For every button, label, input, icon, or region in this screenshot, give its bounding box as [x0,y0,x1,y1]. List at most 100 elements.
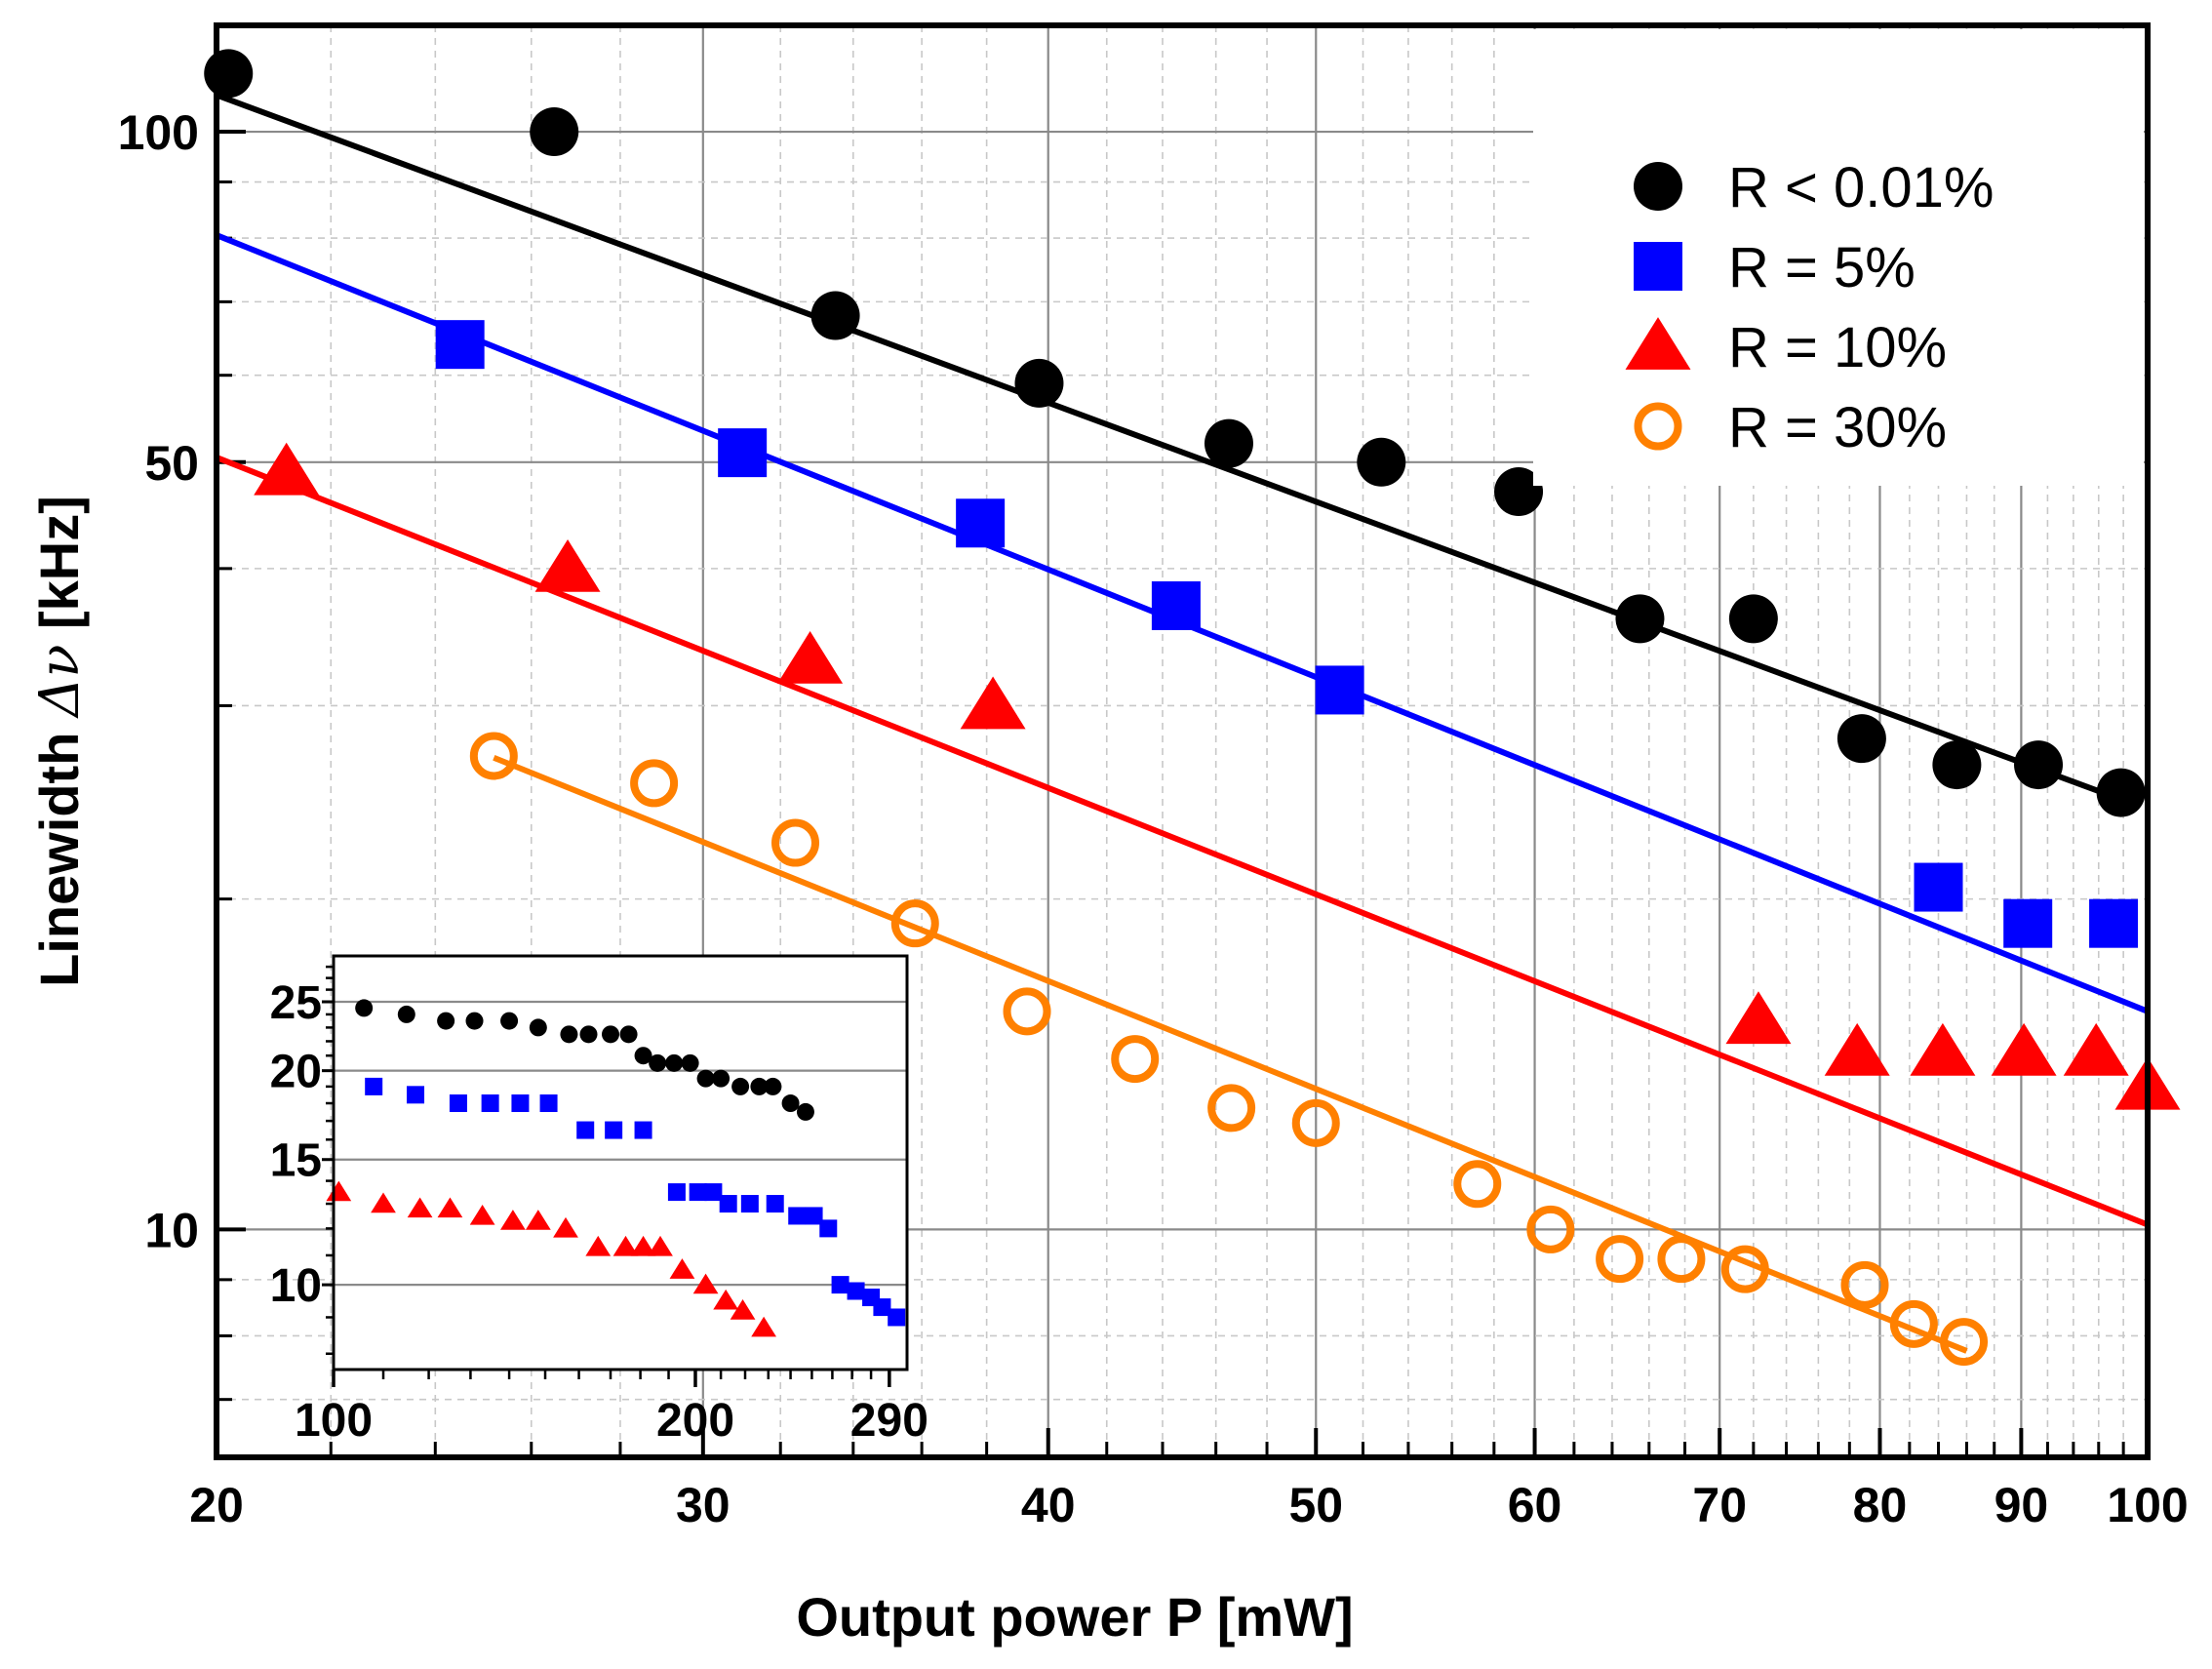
y-axis-title-suffix: [kHz] [28,496,90,644]
y-axis-title: Linewidth Δν [kHz] [28,496,92,987]
inset-plot: 10 15 20 25 100 200 290 [270,954,928,1447]
data-point [1728,594,1778,644]
data-point [1725,991,1792,1045]
inset-data-point [731,1077,750,1095]
data-point [1357,437,1406,487]
x-tick-label: 30 [676,1478,731,1532]
data-point [1914,862,1963,912]
inset-data-point [553,1216,578,1238]
legend: R < 0.01% R = 5% R = 10% R = 30% [1533,29,2144,486]
inset-series-r-0-01 [355,999,814,1121]
inset-data-point [847,1282,865,1300]
inset-data-point [788,1207,807,1225]
inset-data-point [500,1012,519,1030]
inset-y-tick-label: 25 [270,977,322,1029]
data-point [1840,1260,1889,1309]
inset-data-point [649,1053,667,1072]
inset-data-point [437,1197,463,1218]
x-tick-label: 90 [1995,1478,2049,1532]
data-point [960,676,1026,730]
inset-data-point [525,1210,551,1230]
inset-data-points [326,999,906,1337]
inset-grid [334,1000,907,1287]
inset-data-point [634,1121,652,1139]
inset-data-point [605,1121,623,1139]
legend-item-r-5: R = 5% [1634,236,1916,299]
inset-data-point [500,1210,526,1230]
inset-series-r-10 [326,1180,776,1337]
data-point [771,818,820,867]
data-point [1003,987,1051,1036]
data-point [1111,1035,1160,1084]
inset-x-tick-label: 100 [295,1395,373,1447]
x-tick-label: 60 [1508,1478,1562,1532]
inset-data-point [796,1102,814,1121]
legend-label: R = 5% [1728,236,1916,299]
inset-x-tick-label: 290 [850,1395,928,1447]
legend-marker [1625,317,1691,370]
data-point [1494,467,1544,517]
inset-data-point [831,1276,849,1294]
data-point [1991,1022,2057,1076]
inset-data-point [585,1235,612,1256]
data-point [1151,580,1201,630]
inset-data-point [481,1094,499,1113]
legend-item-r-0-01: R < 0.01% [1634,156,1994,219]
data-point [718,428,768,478]
legend-item-r-10: R = 10% [1625,316,1947,379]
data-point [1824,1022,1890,1076]
inset-data-point [397,1005,415,1023]
inset-data-point [529,1018,547,1037]
inset-data-point [669,1258,695,1279]
data-point [890,899,939,948]
y-tick-label: 50 [144,436,199,491]
data-point [1940,1318,1989,1367]
fit-line-r-10 [215,455,2150,1228]
data-point [2089,898,2139,948]
data-point [1014,358,1064,408]
x-tick-label: 40 [1021,1478,1076,1532]
inset-data-point [740,1195,759,1213]
data-point [1453,1160,1502,1209]
inset-data-point [805,1207,823,1225]
inset-data-point [689,1183,707,1202]
legend-marker [1634,162,1682,211]
inset-data-point [465,1012,484,1030]
legend-label: R = 10% [1728,316,1947,379]
data-point [810,291,860,340]
data-point [1889,1299,1938,1348]
legend-marker [1634,242,1682,291]
series-r-0-01 [204,49,2146,817]
inset-data-point [407,1197,433,1218]
data-point [1615,594,1665,644]
series-r-10 [254,442,2181,1110]
data-point [1720,1245,1769,1293]
series-r-5 [435,320,2139,948]
inset-data-point [764,1077,782,1095]
main-plot-frame [214,22,2151,1460]
inset-y-tick-label: 20 [270,1047,322,1098]
inset-data-point [648,1235,673,1256]
inset-data-point [713,1289,739,1310]
data-point [1657,1235,1706,1284]
inset-data-point [355,999,374,1017]
x-axis-title: Output power P [mW] [796,1586,1353,1648]
inset-data-point [719,1195,737,1213]
inset-data-point [511,1094,530,1113]
data-point [469,732,518,780]
legend-label: R < 0.01% [1728,156,1994,219]
data-point [1204,418,1253,468]
y-tick-label: 10 [144,1203,199,1257]
data-point [1291,1098,1340,1147]
inset-data-point [712,1069,731,1088]
inset-data-point [407,1086,425,1104]
inset-data-point [579,1025,598,1044]
inset-data-point [781,1094,800,1113]
data-point [1207,1084,1256,1133]
data-point [1315,665,1364,715]
inset-data-point [751,1316,776,1337]
inset-data-point [730,1299,756,1320]
x-tick-label: 80 [1853,1478,1908,1532]
inset-data-point [371,1192,396,1213]
